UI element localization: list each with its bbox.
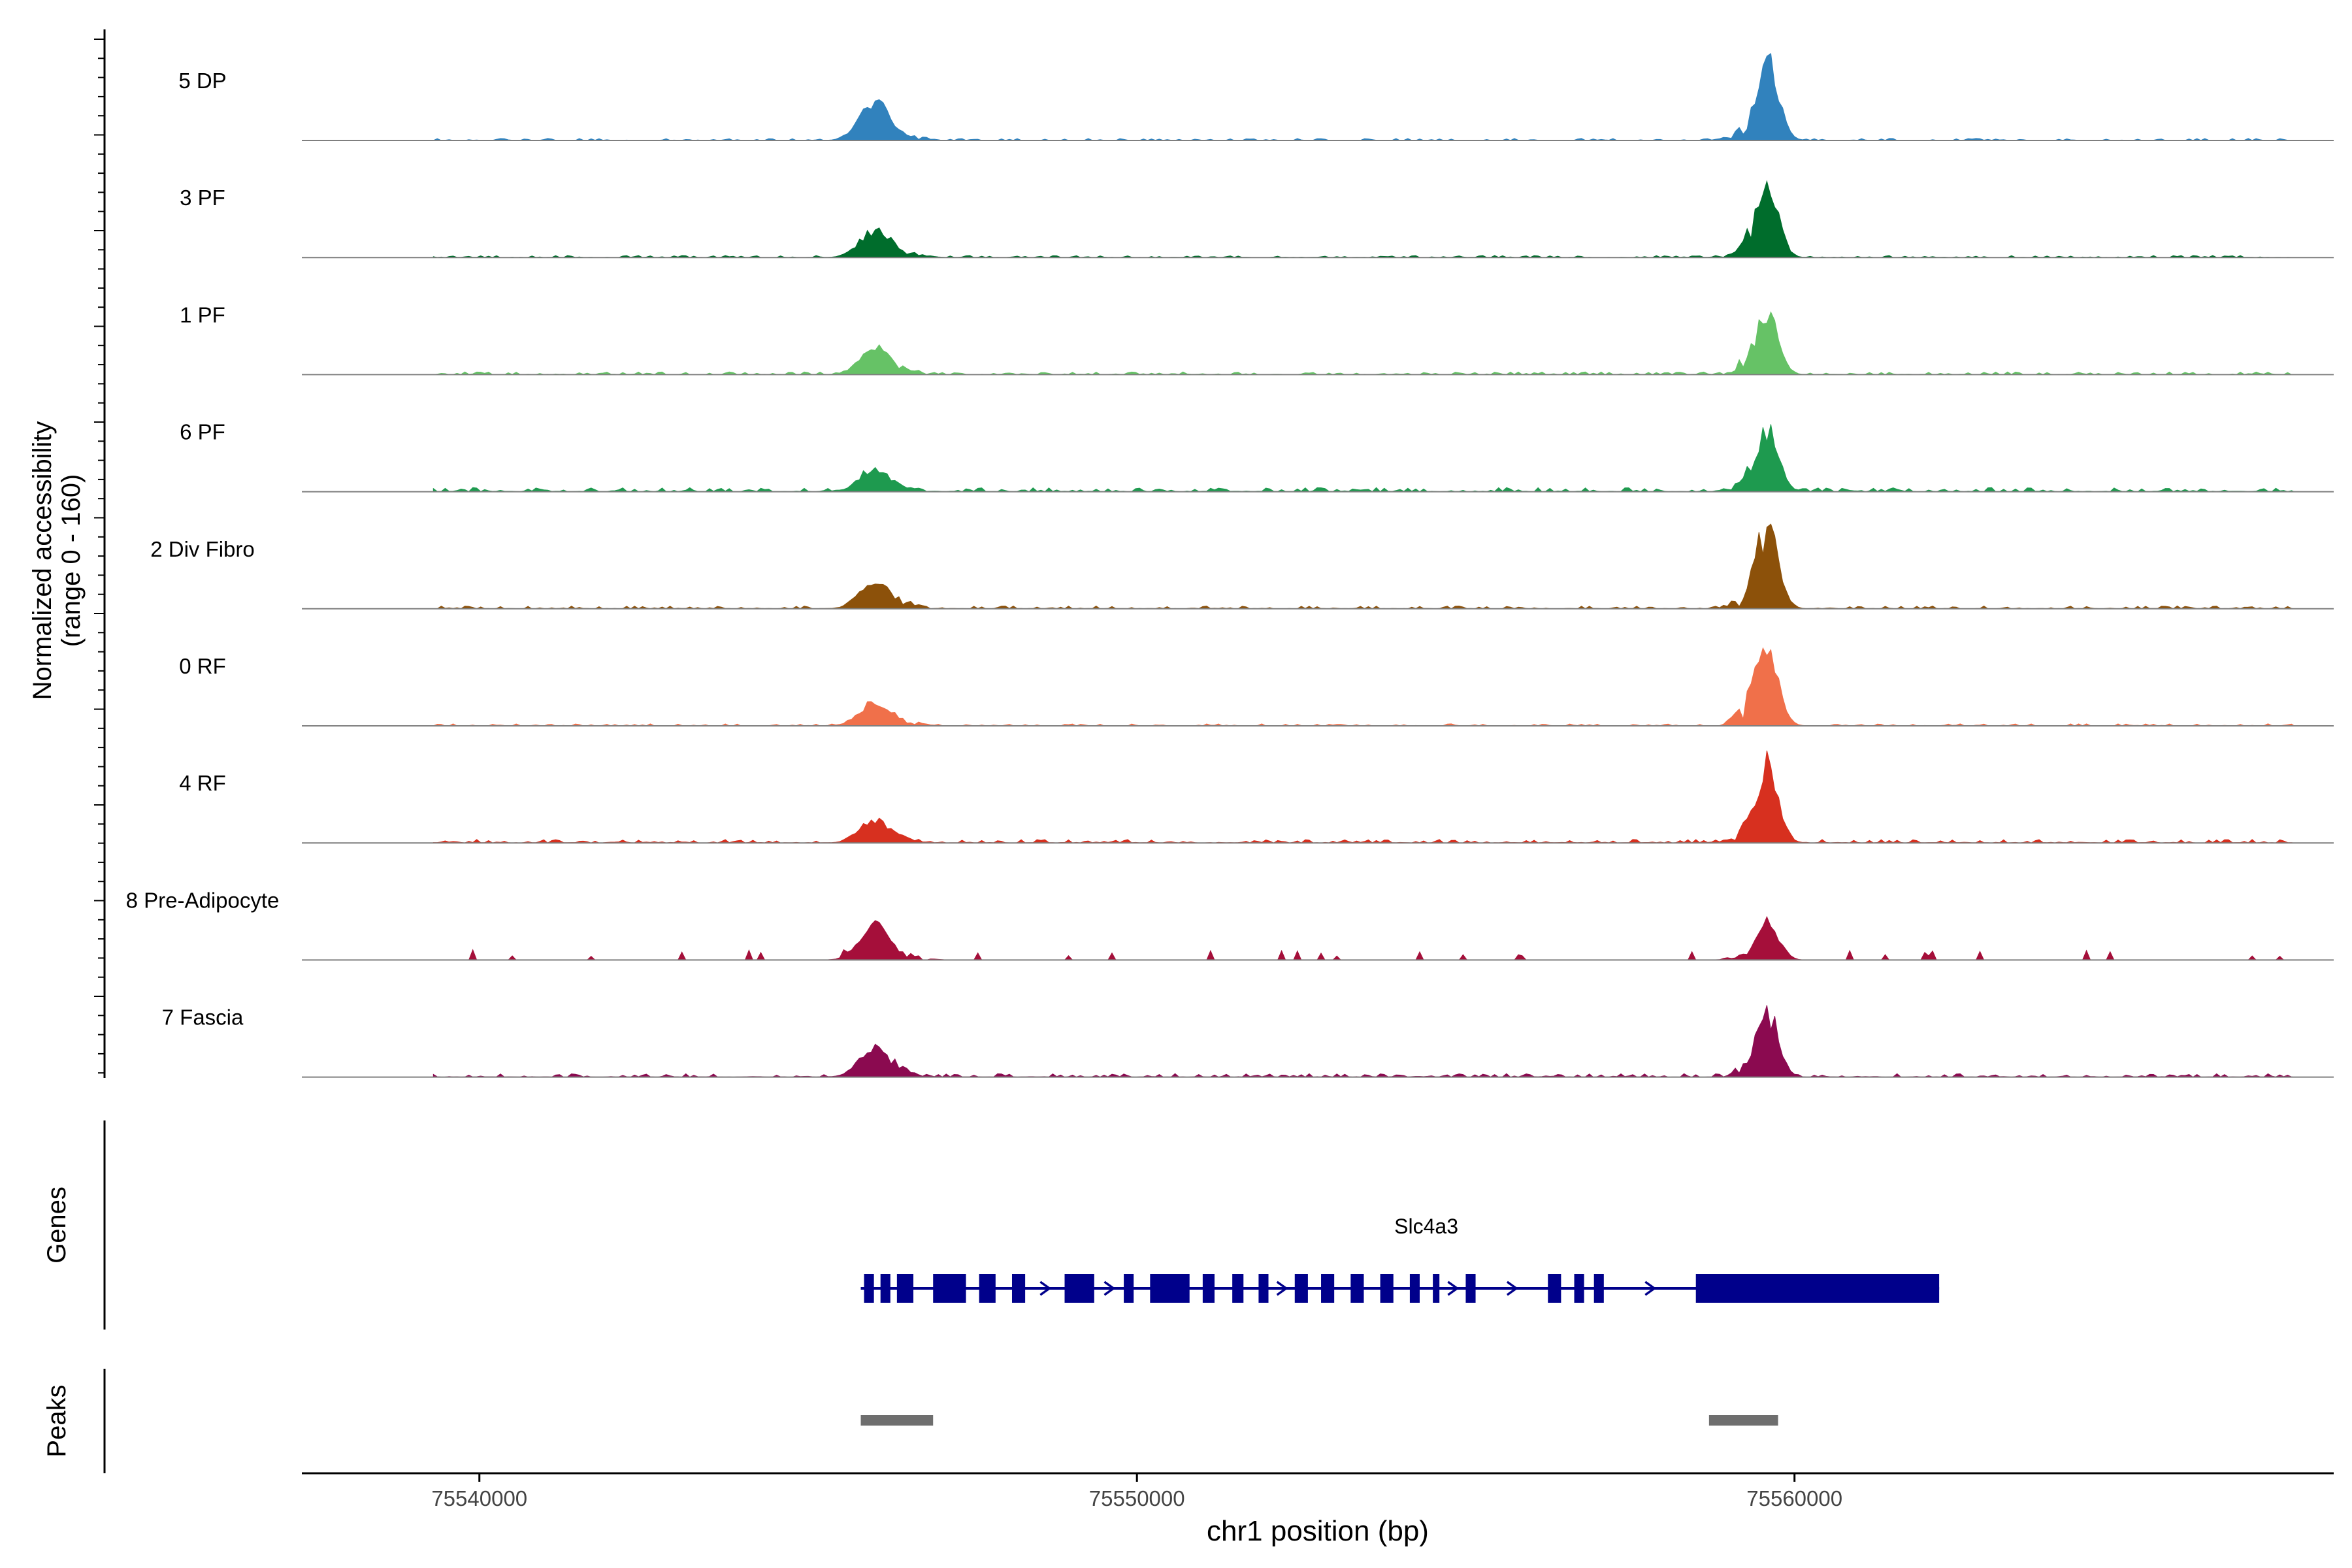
exon bbox=[1202, 1274, 1215, 1303]
strand-arrow bbox=[1103, 1281, 1116, 1296]
y-axis-label-line2: (range 0 - 160) bbox=[57, 474, 86, 647]
exon bbox=[1695, 1274, 1940, 1303]
exon bbox=[1465, 1274, 1476, 1303]
track-4-rf: 4 RF bbox=[179, 750, 2334, 844]
track-label: 1 PF bbox=[180, 302, 225, 327]
strand-arrow bbox=[1447, 1281, 1460, 1296]
track-6-pf: 6 PF bbox=[180, 420, 2334, 493]
exon bbox=[979, 1274, 996, 1303]
track-label: 4 RF bbox=[179, 771, 226, 795]
x-tick-label: 75560000 bbox=[1746, 1486, 1842, 1511]
x-axis-label: chr1 position (bp) bbox=[1207, 1515, 1429, 1547]
y-axis-label-line1: Normalized accessibility bbox=[28, 421, 57, 700]
coverage-area bbox=[433, 180, 2295, 258]
track-1-pf: 1 PF bbox=[180, 302, 2334, 376]
exon bbox=[1574, 1274, 1584, 1303]
exon bbox=[1593, 1274, 1604, 1303]
peaks-track-label: Peaks bbox=[42, 1384, 71, 1457]
exon bbox=[1380, 1274, 1394, 1303]
coverage-area bbox=[433, 750, 2295, 843]
coverage-area bbox=[433, 915, 2295, 960]
exon bbox=[1548, 1274, 1561, 1303]
track-label: 8 Pre-Adipocyte bbox=[126, 888, 280, 912]
exon bbox=[1433, 1274, 1440, 1303]
exon bbox=[880, 1274, 890, 1303]
track-8-pre-adipocyte: 8 Pre-Adipocyte bbox=[126, 888, 2334, 961]
exon bbox=[1064, 1274, 1094, 1303]
coverage-area bbox=[433, 647, 2296, 727]
x-axis: 75540000 75550000 75560000 chr1 position (… bbox=[302, 1472, 2334, 1547]
track-label: 5 DP bbox=[178, 69, 226, 93]
x-tick-label: 75550000 bbox=[1089, 1486, 1185, 1511]
track-2-div-fibro: 2 Div Fibro bbox=[150, 523, 2334, 610]
gene-track: Genes Slc4a3 bbox=[42, 1120, 1940, 1330]
coverage-area bbox=[433, 523, 2295, 610]
y-axis: Normalized accessibility (range 0 - 160) bbox=[28, 29, 106, 1078]
exon bbox=[1409, 1274, 1420, 1303]
exon bbox=[1124, 1274, 1134, 1303]
peak-bar bbox=[1708, 1415, 1778, 1426]
exon bbox=[1011, 1274, 1026, 1303]
track-label: 6 PF bbox=[180, 420, 225, 444]
track-5-dp: 5 DP bbox=[178, 53, 2334, 141]
track-7-fascia: 7 Fascia bbox=[162, 1005, 2334, 1078]
exon bbox=[1258, 1274, 1269, 1303]
strand-arrow bbox=[1276, 1281, 1288, 1296]
track-0-rf: 0 RF bbox=[179, 647, 2334, 727]
coverage-area bbox=[433, 1005, 2295, 1078]
exon bbox=[896, 1274, 914, 1303]
gene-track-label: Genes bbox=[42, 1186, 71, 1264]
coverage-tracks: 5 DP 3 PF 1 PF 6 PF 2 Div Fibro 0 RF 4 RF 8 Pre… bbox=[126, 53, 2334, 1078]
exon bbox=[933, 1274, 966, 1303]
exon bbox=[1294, 1274, 1308, 1303]
gene-model-slc4a3 bbox=[860, 1274, 1940, 1303]
peaks-track: Peaks bbox=[42, 1369, 1778, 1473]
peak-bar bbox=[860, 1415, 934, 1426]
coverage-area bbox=[433, 311, 2295, 375]
track-label: 2 Div Fibro bbox=[150, 537, 255, 561]
strand-arrow bbox=[1644, 1281, 1657, 1296]
track-3-pf: 3 PF bbox=[180, 180, 2334, 259]
strand-arrow bbox=[1506, 1281, 1518, 1296]
gene-name: Slc4a3 bbox=[1394, 1215, 1458, 1238]
x-tick-label: 75540000 bbox=[431, 1486, 527, 1511]
exon bbox=[1350, 1274, 1364, 1303]
strand-arrow bbox=[1039, 1281, 1052, 1296]
track-label: 0 RF bbox=[179, 654, 226, 678]
coverage-area bbox=[433, 53, 2295, 141]
track-label: 3 PF bbox=[180, 186, 225, 210]
coverage-area bbox=[433, 424, 2295, 493]
exon bbox=[1232, 1274, 1244, 1303]
exon bbox=[1150, 1274, 1190, 1303]
exon bbox=[864, 1274, 874, 1303]
track-label: 7 Fascia bbox=[162, 1005, 244, 1030]
exon bbox=[1321, 1274, 1335, 1303]
